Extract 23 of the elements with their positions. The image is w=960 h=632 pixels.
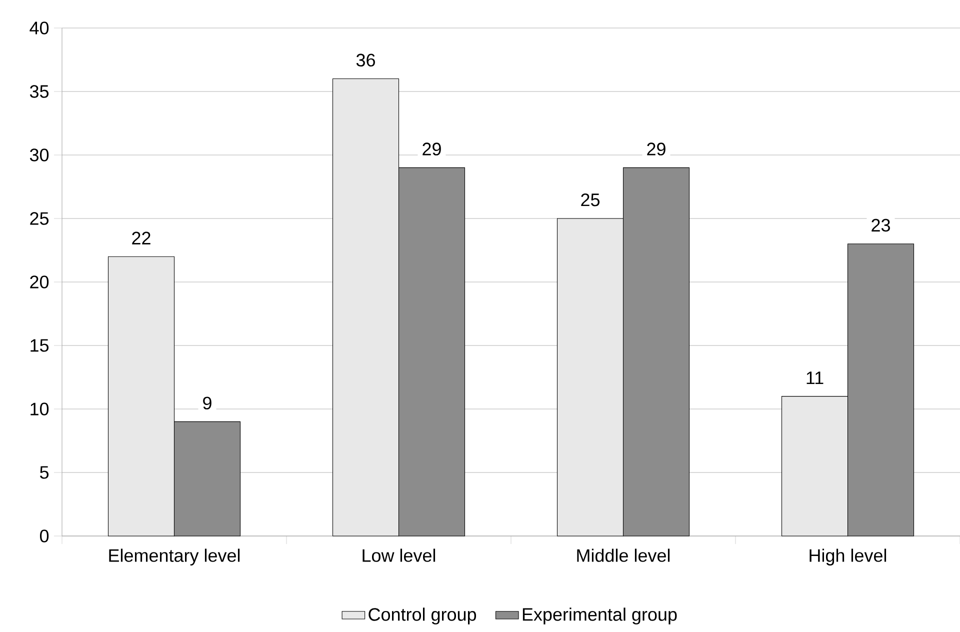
data-label: 22 [132, 232, 150, 244]
data-label: 29 [422, 142, 441, 156]
y-tick-label: 20 [30, 276, 49, 288]
data-label: 36 [356, 54, 375, 67]
y-tick-label: 0 [40, 530, 49, 542]
x-tick-label: High level [810, 548, 886, 566]
legend-label: Experimental group [522, 608, 677, 624]
y-tick-label: 15 [30, 339, 49, 352]
y-tick-label: 40 [30, 22, 49, 34]
data-label: 9 [203, 396, 212, 410]
y-tick-label: 25 [30, 212, 49, 225]
y-tick-label: 35 [30, 85, 49, 98]
data-label: 23 [872, 218, 890, 232]
data-label: 25 [581, 193, 600, 206]
data-label: 11 [806, 372, 824, 384]
y-tick-label: 5 [40, 466, 49, 479]
legend-label: Control group [368, 608, 476, 624]
x-tick-label: Elementary level [109, 548, 240, 566]
x-tick-label: Middle level [577, 548, 670, 562]
y-tick-label: 30 [30, 148, 49, 162]
x-tick-label: Low level [362, 548, 436, 562]
data-label: 29 [647, 142, 666, 156]
y-tick-label: 10 [30, 402, 49, 416]
